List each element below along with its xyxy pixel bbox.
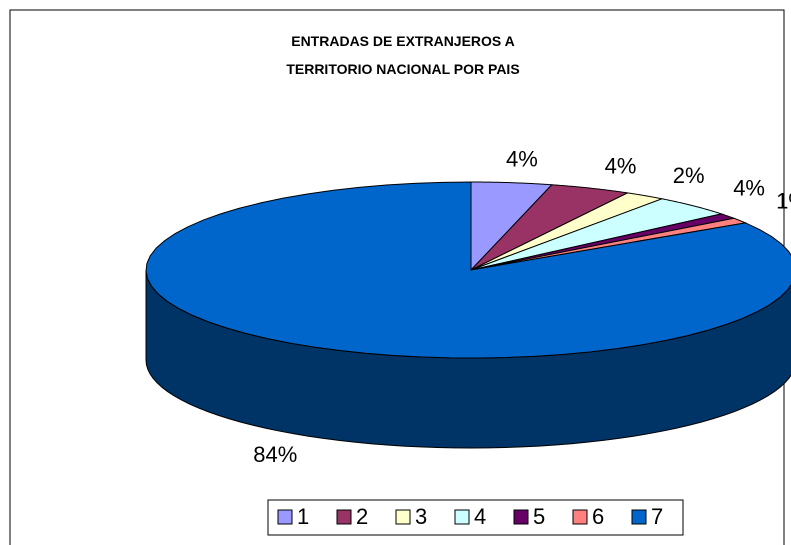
data-label: 4% [506,147,538,172]
legend-swatch [277,509,293,525]
legend-swatch [631,509,647,525]
data-label: 1% [776,188,791,213]
legend-label: 3 [415,504,427,529]
pie-slice [470,192,664,271]
title-line: TERRITORIO NACIONAL POR PAIS [286,61,519,77]
legend-label: 6 [592,504,604,529]
data-label: 2% [673,163,705,188]
legend-swatch [395,509,411,525]
legend-swatch [513,509,529,525]
pie-slice [470,213,736,271]
legend-label: 2 [356,504,368,529]
chart-title: ENTRADAS DE EXTRANJEROS A TERRITORIO NACI… [286,33,519,77]
pie-slice [470,217,748,271]
data-label: 4% [733,176,765,201]
legend-swatch [572,509,588,525]
pie-slice [145,181,791,359]
data-label: 4% [605,154,637,179]
legend-label: 7 [651,504,663,529]
legend-label: 4 [474,504,486,529]
legend-swatch [336,509,352,525]
pie-slice [470,198,724,271]
title-line: ENTRADAS DE EXTRANJEROS A [291,33,515,49]
legend-label: 1 [297,504,309,529]
legend-swatch [454,509,470,525]
legend-label: 5 [533,504,545,529]
pie-slice [470,184,630,271]
data-label: 84% [253,442,297,467]
